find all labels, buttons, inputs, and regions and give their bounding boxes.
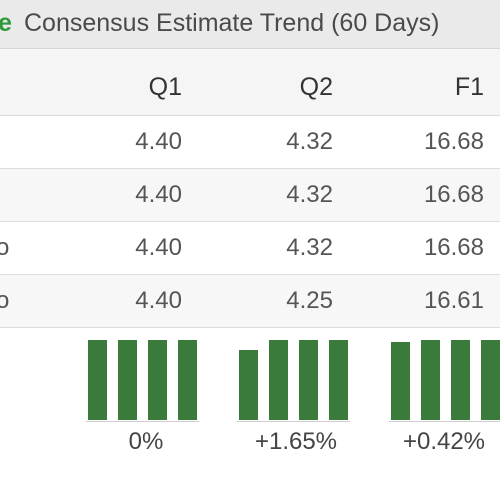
trend-bar-q1-3 [148, 340, 167, 420]
trend-change-q2: +1.65% [254, 428, 338, 455]
table-row: 4.40 4.32 16.68 [0, 169, 500, 221]
cell-f1: 16.68 [423, 181, 484, 208]
cell-q1: 4.40 [135, 128, 182, 155]
trend-bar-q1-1 [88, 340, 107, 420]
row-divider [0, 168, 500, 169]
column-header-q2: Q2 [299, 73, 333, 101]
trend-bar-q1-2 [118, 340, 137, 420]
table-header-row: Q1 Q2 F1 [0, 49, 500, 116]
row-label: o [0, 234, 10, 261]
trend-charts: 0% +1.65% +0.42% [0, 328, 500, 500]
trend-baseline-q2 [237, 421, 350, 422]
cell-q2: 4.32 [286, 128, 333, 155]
cell-f1: 16.61 [423, 287, 484, 314]
trend-change-f1: +0.42% [402, 428, 486, 455]
trend-bar-q2-1 [239, 350, 258, 420]
trend-bar-f1-1 [391, 342, 410, 420]
column-header-q1: Q1 [148, 73, 182, 101]
trend-bar-f1-2 [421, 340, 440, 420]
cell-q1: 4.40 [135, 287, 182, 314]
cell-f1: 16.68 [423, 128, 484, 155]
trend-bar-q2-3 [299, 340, 318, 420]
trend-baseline-q1 [86, 421, 199, 422]
cell-q1: 4.40 [135, 234, 182, 261]
zacks-logo-icon: e [0, 9, 12, 37]
cell-q2: 4.32 [286, 181, 333, 208]
trend-baseline-f1 [389, 421, 500, 422]
panel-title-bar: e Consensus Estimate Trend (60 Days) [0, 0, 500, 49]
row-divider [0, 274, 500, 275]
row-divider [0, 221, 500, 222]
column-header-f1: F1 [454, 73, 484, 101]
cell-q1: 4.40 [135, 181, 182, 208]
trend-bar-f1-3 [451, 340, 470, 420]
panel-title: Consensus Estimate Trend (60 Days) [24, 9, 440, 37]
table-row: o 4.40 4.25 16.61 [0, 275, 500, 327]
cell-q2: 4.32 [286, 234, 333, 261]
row-divider [0, 327, 500, 328]
cell-q2: 4.25 [286, 287, 333, 314]
trend-bar-f1-4 [481, 340, 500, 420]
trend-bar-q1-4 [178, 340, 197, 420]
row-label: o [0, 287, 10, 314]
trend-change-q1: 0% [128, 428, 164, 455]
trend-bar-q2-2 [269, 340, 288, 420]
cell-f1: 16.68 [423, 234, 484, 261]
table-row: o 4.40 4.32 16.68 [0, 222, 500, 274]
trend-bar-q2-4 [329, 340, 348, 420]
table-row: 4.40 4.32 16.68 [0, 116, 500, 168]
